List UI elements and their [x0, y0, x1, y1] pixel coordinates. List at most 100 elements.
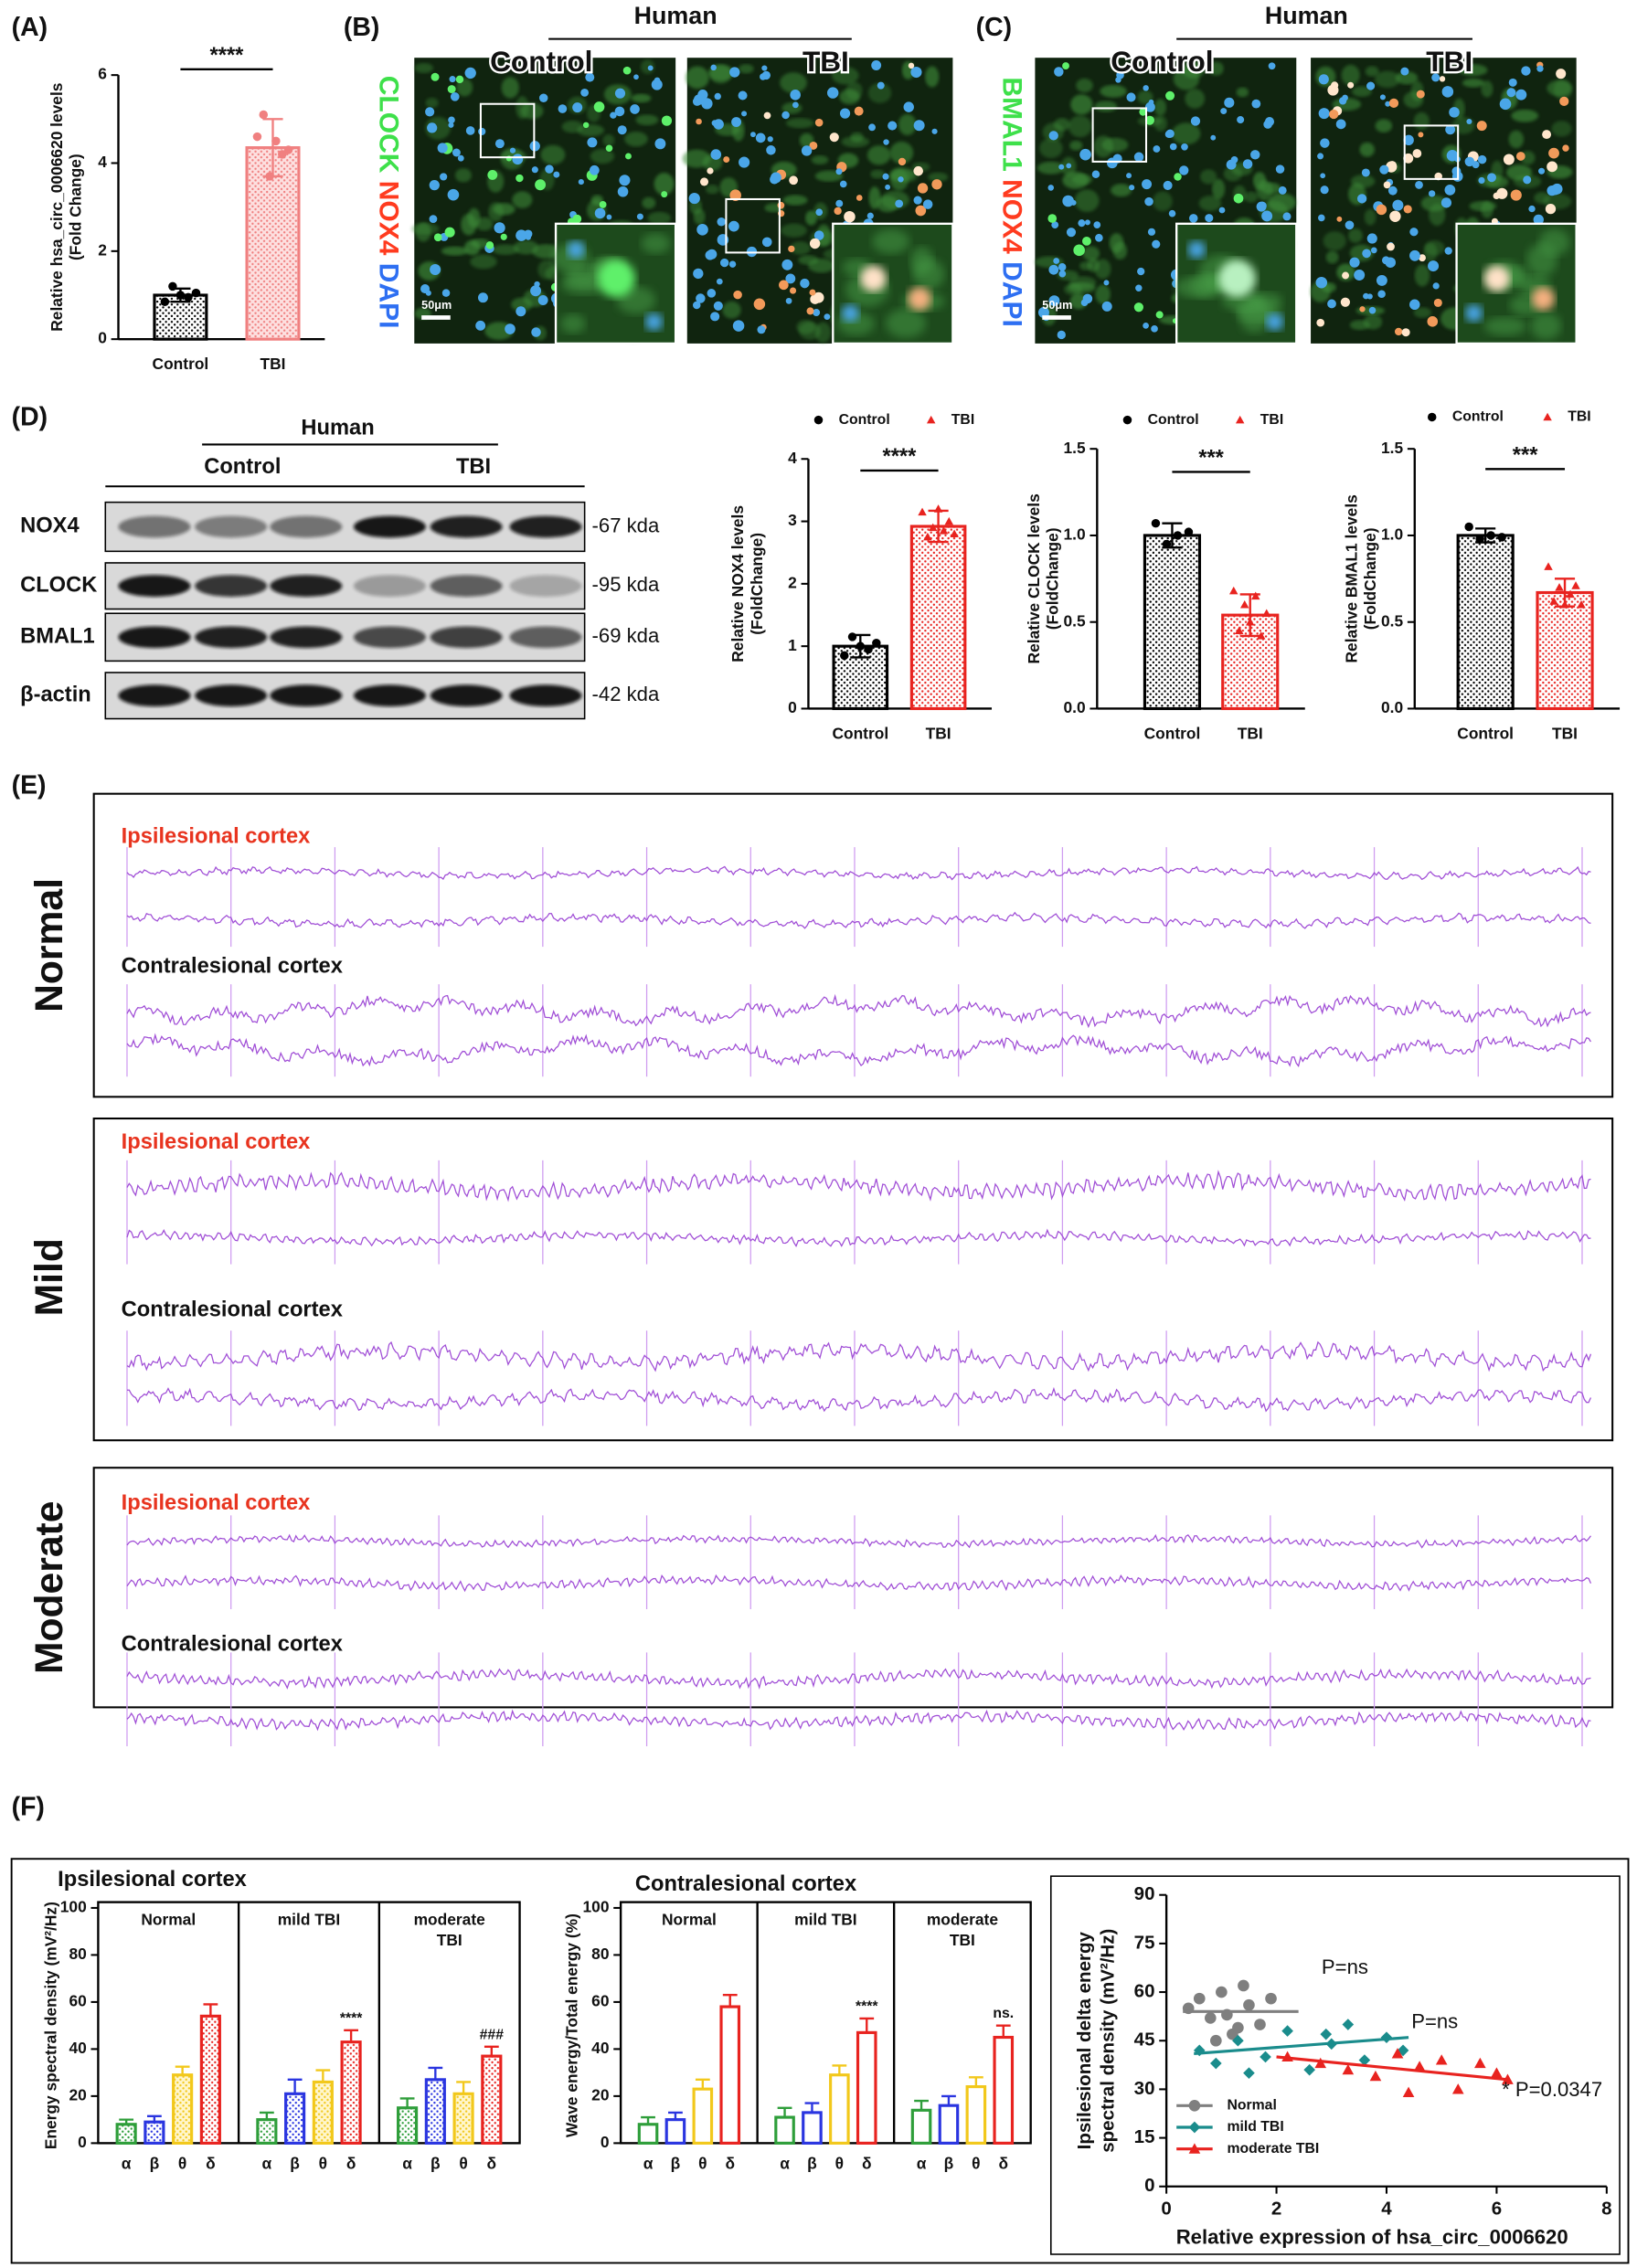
data-point — [1475, 535, 1484, 544]
cell — [720, 258, 729, 268]
cell — [1058, 164, 1065, 170]
x-tick-label: β — [431, 2155, 441, 2173]
significance: **** — [883, 445, 918, 469]
y-axis-label: spectral density (mV²/Hz) — [1097, 1929, 1118, 2153]
tissue — [1039, 138, 1063, 158]
blot-band — [118, 684, 191, 707]
blot-band — [118, 626, 191, 649]
trace-label: Contralesional cortex — [122, 1633, 343, 1657]
cell — [1261, 210, 1273, 222]
tissue — [1350, 175, 1376, 188]
legend-label: moderate TBI — [1227, 2141, 1319, 2157]
cell — [1062, 62, 1069, 69]
cell — [625, 153, 632, 160]
cell — [1142, 179, 1153, 190]
cell — [915, 205, 927, 217]
y-axis-label: (FoldChange) — [1361, 527, 1379, 630]
tissue — [814, 322, 832, 344]
cell — [1103, 280, 1110, 286]
x-tick-label: α — [262, 2155, 272, 2173]
cell — [1320, 173, 1326, 179]
error-bar — [777, 2106, 792, 2118]
cell — [1409, 228, 1419, 237]
cell — [1465, 61, 1473, 69]
cell — [1536, 65, 1544, 72]
tissue — [686, 66, 709, 90]
inset-tissue — [560, 313, 586, 334]
column-label: Control — [204, 455, 281, 479]
cell — [1506, 88, 1516, 98]
size-label: -67 kda — [592, 514, 660, 536]
cell — [790, 287, 797, 294]
cell — [455, 75, 464, 84]
cell — [785, 297, 792, 304]
tissue — [1375, 119, 1393, 133]
x-tick-label: θ — [835, 2155, 844, 2173]
x-tick-label: δ — [346, 2155, 356, 2173]
cell — [500, 233, 507, 240]
cell — [696, 293, 706, 303]
data-point — [1254, 2019, 1266, 2030]
cell — [761, 237, 772, 248]
cell — [839, 180, 847, 188]
y-axis-label: Relative hsa_circ_0006620 levels — [48, 83, 66, 332]
cell — [505, 323, 516, 334]
tissue — [1074, 189, 1100, 212]
cell — [1389, 210, 1401, 222]
data-point — [1320, 2028, 1333, 2040]
legend-label: Normal — [1227, 2097, 1276, 2113]
tissue — [642, 196, 656, 209]
significance: ns. — [993, 2006, 1014, 2021]
cell — [1264, 117, 1275, 127]
tissue — [501, 77, 519, 99]
y-tick-label: 0 — [1144, 2175, 1154, 2196]
y-tick-label: 60 — [591, 1992, 609, 2010]
micrograph — [1310, 58, 1578, 345]
tissue — [1153, 115, 1167, 132]
cell — [1354, 270, 1366, 281]
data-point — [1369, 2070, 1382, 2082]
cell — [619, 175, 631, 186]
cell — [594, 207, 606, 219]
trace-label: Ipsilesional cortex — [122, 1491, 311, 1515]
tissue — [811, 155, 829, 165]
tissue — [1094, 101, 1118, 112]
cell — [711, 120, 718, 126]
tissue — [925, 66, 940, 88]
y-tick-label: 1.5 — [1064, 439, 1086, 457]
legend-marker — [1188, 2099, 1201, 2112]
cell — [1057, 330, 1066, 340]
cell — [475, 320, 486, 331]
data-point — [1549, 597, 1558, 605]
x-tick-label: δ — [998, 2155, 1008, 2173]
cell — [647, 65, 654, 71]
data-point — [1184, 527, 1194, 536]
bar — [256, 2118, 278, 2145]
cell — [1155, 311, 1164, 319]
cell — [1174, 173, 1182, 181]
tissue — [1212, 178, 1226, 199]
cell — [1317, 153, 1324, 160]
fit-line — [1194, 2036, 1409, 2055]
y-axis-label: (Fold Change) — [66, 154, 84, 260]
bar — [802, 2111, 823, 2145]
tissue — [488, 202, 504, 222]
cell — [447, 188, 460, 201]
cell — [854, 106, 864, 116]
cell — [437, 143, 448, 154]
cell — [1250, 150, 1260, 160]
bar — [774, 2115, 795, 2145]
cell — [1181, 143, 1188, 151]
cell — [545, 164, 554, 174]
tissue — [1341, 64, 1360, 86]
cell — [788, 245, 795, 253]
significance: **** — [210, 44, 245, 68]
cell — [699, 177, 709, 186]
cell — [1073, 244, 1085, 257]
tissue — [624, 131, 648, 147]
legend-marker — [1122, 415, 1132, 425]
cell — [781, 111, 790, 120]
cell — [1403, 153, 1414, 164]
tissue — [1173, 68, 1200, 90]
y-axis-label: Ipsilesional delta energy — [1074, 1932, 1095, 2150]
